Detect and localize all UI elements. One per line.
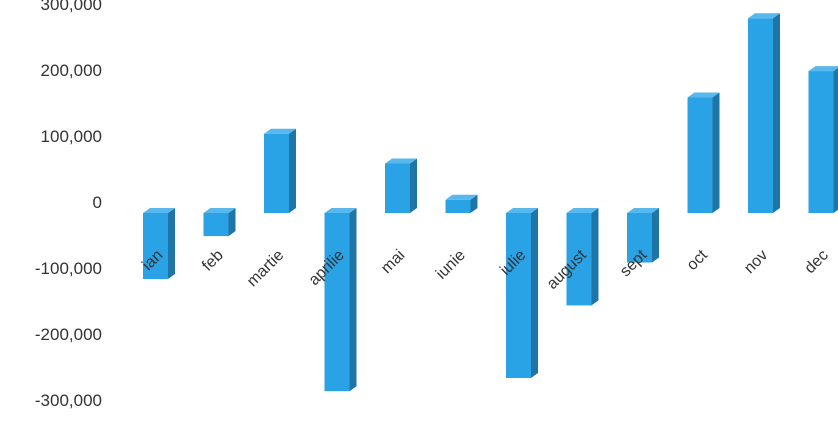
bar-side-face [349, 208, 357, 392]
bar-side-face [168, 208, 175, 279]
bar-front-face [445, 199, 471, 213]
bar-august [566, 208, 599, 306]
bar-side-face [289, 128, 296, 213]
bar-side-face [712, 92, 720, 213]
bar-oct [687, 92, 720, 213]
category-label-martie: martie [244, 247, 288, 291]
bar-top-face [748, 13, 780, 19]
bar-sept [627, 208, 659, 263]
bar-mai [385, 158, 417, 213]
category-label-feb: feb [199, 247, 227, 275]
y-tick-label: -300,000 [35, 391, 102, 410]
bar-top-face [566, 208, 599, 213]
y-tick-label: -200,000 [35, 325, 102, 344]
bar-feb [203, 208, 236, 237]
category-label-mai: mai [378, 247, 408, 277]
bars-layer [143, 13, 838, 392]
bar-front-face [566, 213, 592, 306]
y-axis-tick-labels: 300,000 200,000 100,000 0 -100,000 -200,000 -3… [35, 0, 102, 410]
y-tick-label: 100,000 [41, 127, 102, 146]
bar-side-face [591, 208, 599, 306]
bar-top-face [627, 208, 659, 213]
bar-side-face [773, 13, 780, 213]
bar-top-face [203, 208, 236, 213]
category-label-iunie: iunie [433, 247, 469, 283]
bar-nov [748, 13, 780, 213]
bar-top-face [808, 66, 838, 72]
bar-ian [143, 208, 175, 279]
bar-side-face [531, 208, 538, 378]
bar-iulie [506, 208, 538, 378]
bar-martie [264, 128, 296, 213]
bar-top-face [324, 208, 357, 213]
bar-iunie [445, 194, 478, 213]
bar-side-face [410, 158, 417, 213]
bar-top-face [143, 208, 175, 213]
y-tick-label: 200,000 [41, 61, 102, 80]
bar-side-face [833, 67, 838, 213]
bar-dec [808, 66, 838, 213]
x-axis-category-labels: ian feb martie aprilie mai iunie iulie august se… [139, 246, 832, 292]
bar-side-face [652, 208, 659, 263]
bar-side-face [470, 194, 478, 213]
bar-top-face [506, 208, 538, 213]
y-tick-label: 0 [93, 193, 102, 212]
bar-top-face [385, 158, 417, 164]
bar-front-face [506, 213, 531, 378]
bar-top-face [687, 92, 720, 98]
y-tick-label: 300,000 [41, 0, 102, 14]
bar-top-face [445, 194, 478, 200]
bar-front-face [808, 71, 834, 213]
bar-top-face [264, 128, 296, 134]
bar-front-face [748, 18, 773, 213]
category-label-nov: nov [741, 247, 771, 277]
bar-front-face [385, 163, 410, 213]
bar-aprilie [324, 208, 357, 392]
bar-front-face [324, 213, 350, 392]
category-label-dec: dec [802, 247, 832, 277]
bar-front-face [627, 213, 652, 263]
bar-front-face [264, 133, 289, 213]
bar-side-face [228, 208, 236, 237]
bar-front-face [687, 97, 713, 213]
bar-front-face [203, 213, 229, 237]
y-tick-label: -100,000 [35, 259, 102, 278]
bar-front-face [143, 213, 168, 279]
category-label-oct: oct [684, 246, 712, 274]
